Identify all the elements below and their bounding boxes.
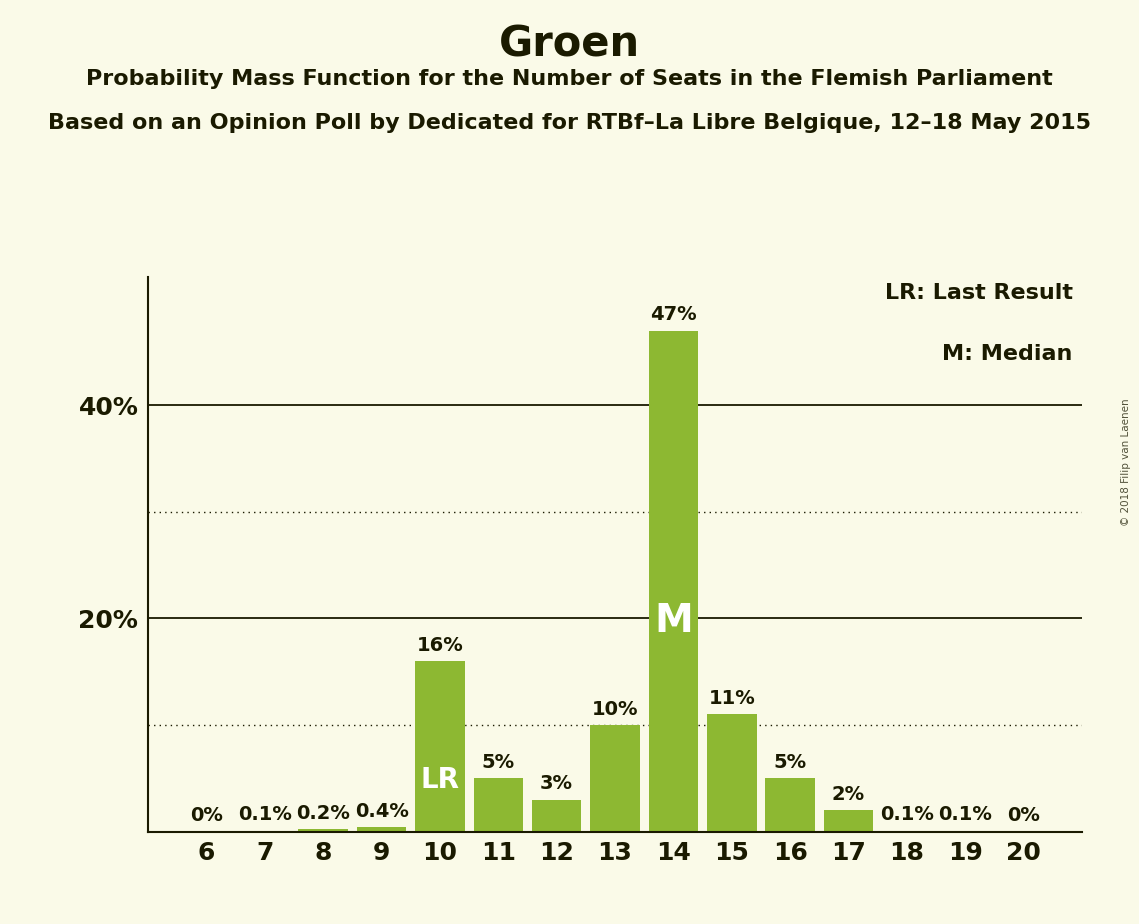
Text: 2%: 2% xyxy=(831,784,866,804)
Bar xyxy=(648,331,698,832)
Text: 5%: 5% xyxy=(482,753,515,772)
Bar xyxy=(765,778,816,832)
Text: 3%: 3% xyxy=(540,774,573,793)
Text: M: M xyxy=(654,602,693,640)
Text: Based on an Opinion Poll by Dedicated for RTBf–La Libre Belgique, 12–18 May 2015: Based on an Opinion Poll by Dedicated fo… xyxy=(48,113,1091,133)
Text: 0%: 0% xyxy=(1007,807,1040,825)
Text: © 2018 Filip van Laenen: © 2018 Filip van Laenen xyxy=(1121,398,1131,526)
Text: 5%: 5% xyxy=(773,753,806,772)
Bar xyxy=(707,714,756,832)
Text: Groen: Groen xyxy=(499,23,640,65)
Text: 0.1%: 0.1% xyxy=(880,805,934,824)
Bar xyxy=(823,810,874,832)
Text: 0.1%: 0.1% xyxy=(939,805,992,824)
Bar xyxy=(298,830,349,832)
Text: LR: Last Result: LR: Last Result xyxy=(885,283,1073,303)
Text: M: Median: M: Median xyxy=(942,344,1073,364)
Text: 0.1%: 0.1% xyxy=(238,805,292,824)
Text: 10%: 10% xyxy=(592,699,638,719)
Bar xyxy=(415,661,465,832)
Bar xyxy=(474,778,523,832)
Text: 11%: 11% xyxy=(708,689,755,708)
Bar xyxy=(357,827,407,832)
Text: LR: LR xyxy=(420,766,459,795)
Text: 0.2%: 0.2% xyxy=(296,804,350,823)
Text: 16%: 16% xyxy=(417,636,464,654)
Text: Probability Mass Function for the Number of Seats in the Flemish Parliament: Probability Mass Function for the Number… xyxy=(87,69,1052,90)
Bar xyxy=(941,831,990,832)
Text: 47%: 47% xyxy=(650,305,697,324)
Text: 0.4%: 0.4% xyxy=(354,802,409,821)
Bar xyxy=(532,799,582,832)
Text: 0%: 0% xyxy=(190,807,223,825)
Bar xyxy=(240,831,289,832)
Bar xyxy=(590,725,640,832)
Bar xyxy=(882,831,932,832)
